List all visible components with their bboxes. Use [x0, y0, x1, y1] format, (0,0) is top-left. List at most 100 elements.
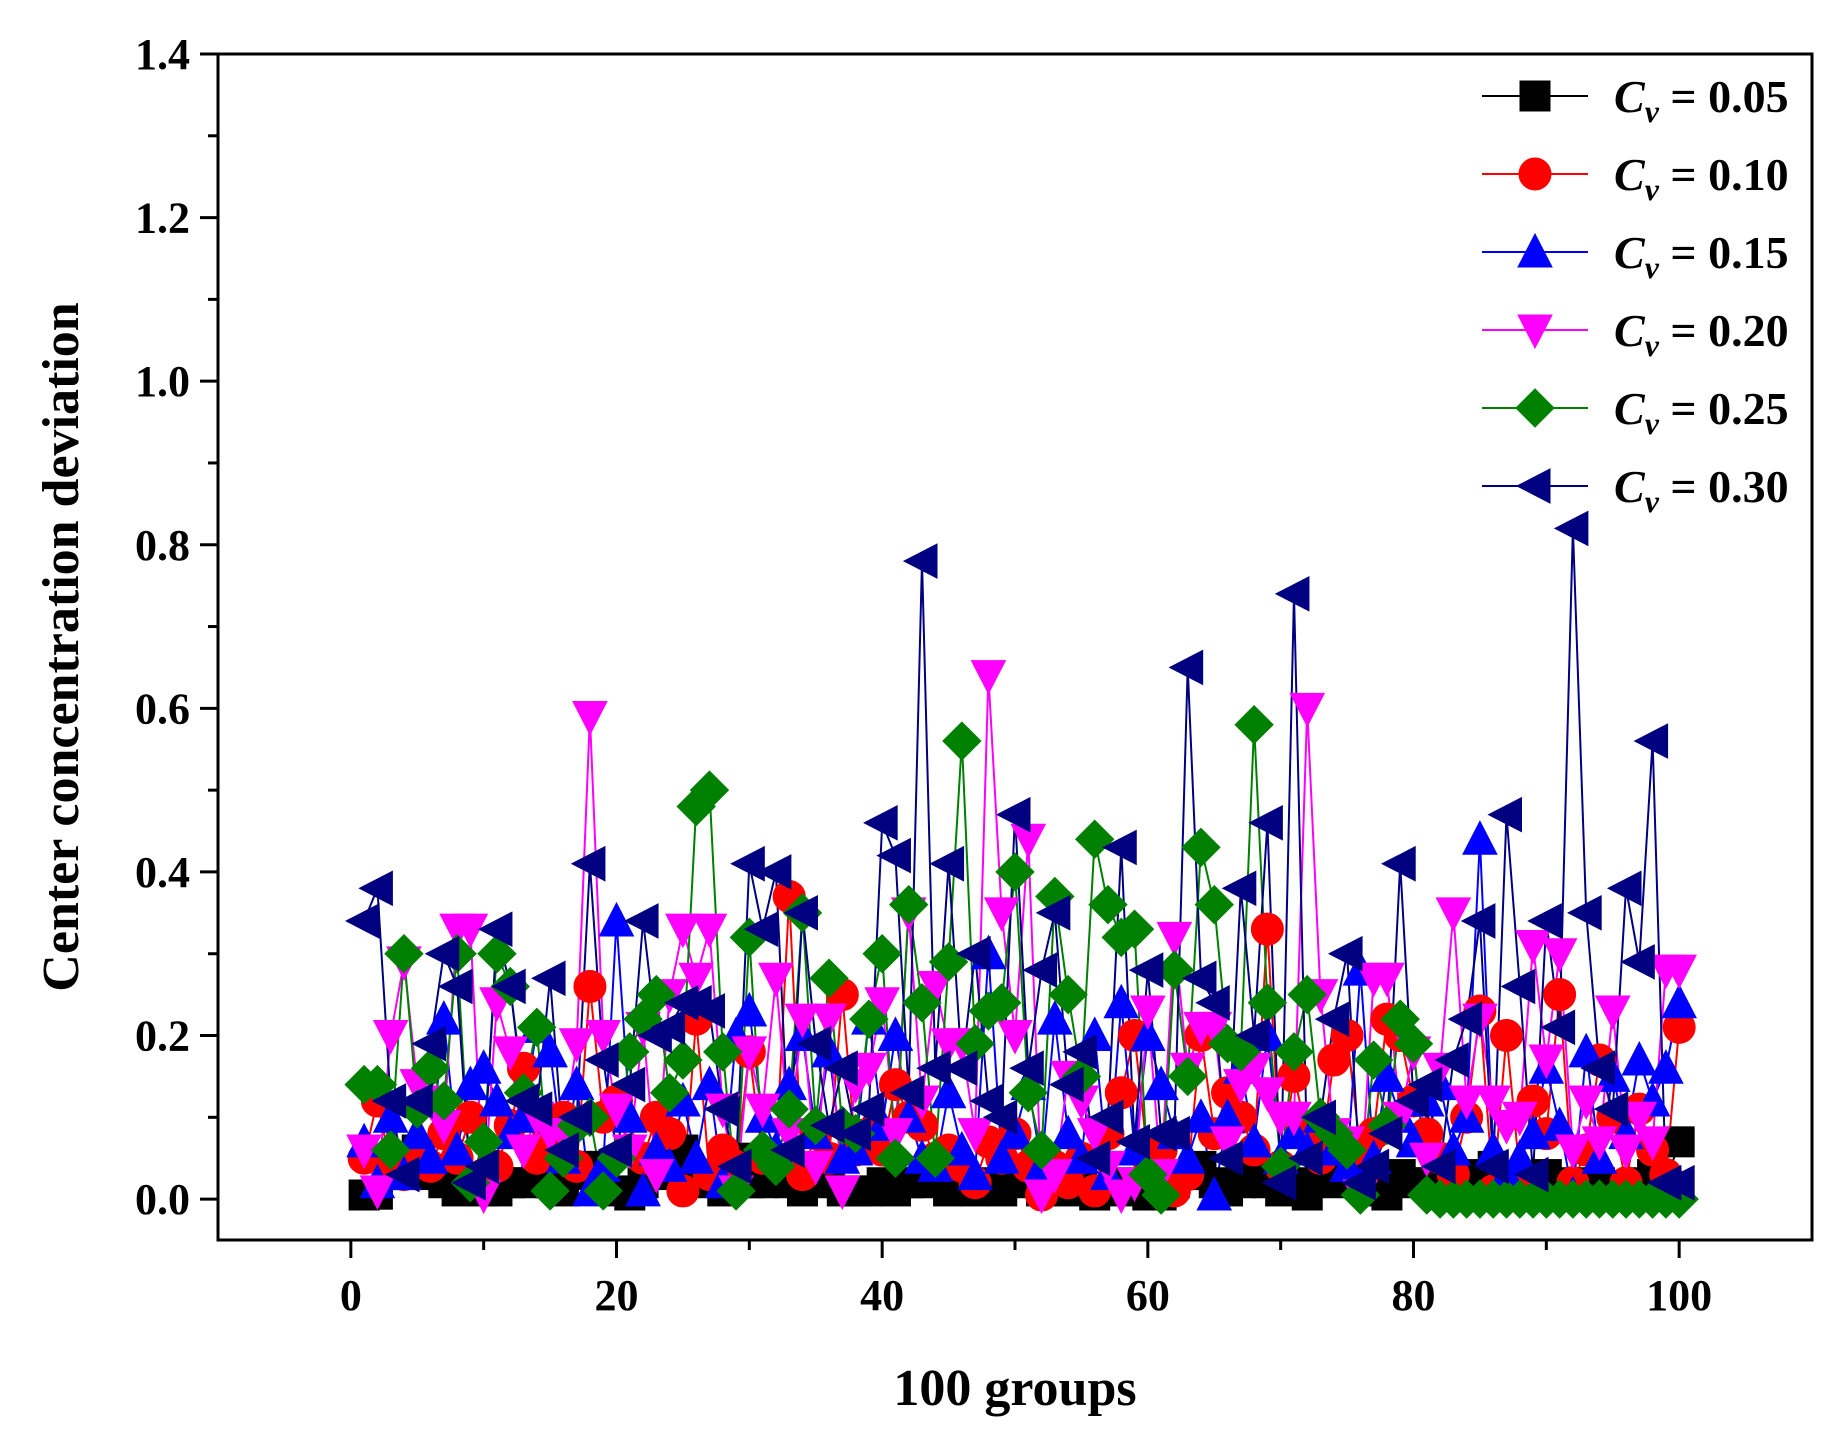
data-point	[731, 991, 768, 1027]
data-point	[691, 913, 728, 949]
data-point	[517, 1007, 557, 1048]
data-point	[863, 805, 898, 841]
data-point	[638, 1159, 675, 1194]
data-point	[1515, 930, 1551, 965]
data-point	[411, 1025, 447, 1062]
data-point	[1156, 921, 1193, 957]
data-point	[690, 993, 725, 1029]
data-point	[1447, 1001, 1483, 1037]
data-point	[851, 1052, 887, 1088]
y-axis: 0.0 0.2 0.4 0.6 0.8 1.0 1.2 1.4	[135, 30, 218, 1224]
data-point	[1500, 968, 1536, 1005]
data-point	[649, 1073, 690, 1113]
data-point	[995, 796, 1031, 833]
data-point	[1435, 897, 1472, 932]
data-point	[557, 1099, 593, 1136]
data-point	[1008, 1073, 1048, 1113]
data-point	[797, 1150, 834, 1186]
y-tick-label: 0.0	[135, 1175, 190, 1224]
data-point	[902, 543, 938, 579]
data-point	[517, 1091, 553, 1127]
data-point	[1049, 1066, 1084, 1103]
data-point	[1088, 1099, 1124, 1136]
data-point	[1448, 1085, 1485, 1121]
data-point	[464, 1148, 500, 1185]
data-point	[1568, 1085, 1605, 1121]
data-point	[1287, 974, 1327, 1015]
data-point	[876, 837, 911, 874]
data-point	[625, 1171, 661, 1207]
data-point	[957, 1155, 993, 1191]
data-point	[836, 1115, 872, 1152]
data-point	[358, 870, 393, 907]
legend-label: Cv = 0.20	[1614, 305, 1789, 363]
legend-item: Cv = 0.10	[1482, 149, 1789, 207]
data-point	[1489, 1019, 1523, 1053]
data-point	[1009, 1050, 1044, 1087]
data-point	[809, 1107, 845, 1144]
data-point	[1660, 1164, 1695, 1201]
data-point	[1663, 1126, 1695, 1158]
legend-item: Cv = 0.05	[1482, 71, 1789, 129]
data-point	[769, 1089, 809, 1129]
data-point	[492, 1036, 529, 1071]
data-point	[1462, 820, 1498, 855]
data-point	[1474, 1148, 1509, 1185]
legend-marker	[1517, 314, 1553, 350]
data-point	[1314, 1001, 1350, 1037]
data-point	[1553, 510, 1589, 547]
data-point	[1407, 1066, 1443, 1103]
data-point	[465, 1049, 502, 1084]
data-point	[1168, 649, 1204, 686]
data-point	[942, 1050, 978, 1087]
data-point	[809, 958, 849, 998]
data-point	[598, 1093, 635, 1129]
data-point	[1062, 1034, 1097, 1070]
data-point	[1088, 884, 1128, 925]
data-point	[1648, 1049, 1684, 1084]
legend-marker	[1515, 468, 1551, 504]
data-point	[1620, 944, 1655, 980]
data-point	[530, 960, 566, 997]
data-point	[1102, 829, 1137, 866]
data-point	[796, 1025, 832, 1062]
data-point	[716, 1148, 752, 1185]
legend: Cv = 0.05 Cv = 0.10 Cv = 0.15 Cv = 0.20 Cv =…	[1482, 71, 1789, 519]
data-point	[1167, 1056, 1208, 1097]
data-point	[1247, 983, 1288, 1023]
x-tick-label: 60	[1126, 1271, 1170, 1320]
data-point	[479, 1081, 515, 1117]
data-point	[1606, 870, 1642, 907]
data-point	[1567, 895, 1602, 931]
data-point	[758, 962, 794, 998]
data-point	[877, 1016, 914, 1052]
data-point	[929, 845, 965, 882]
data-point	[1513, 1156, 1549, 1193]
data-point	[1420, 1148, 1456, 1185]
data-point	[610, 1066, 646, 1103]
x-axis-title: 100 groups	[893, 1360, 1136, 1417]
legend-label: Cv = 0.10	[1614, 149, 1789, 207]
data-point	[1208, 1140, 1244, 1177]
y-tick-label: 1.2	[135, 194, 190, 243]
data-point	[359, 1175, 396, 1211]
x-tick-label: 80	[1392, 1271, 1436, 1320]
y-tick-label: 0.2	[135, 1012, 190, 1061]
x-axis: 0 20 40 60 80 100	[340, 1240, 1712, 1320]
legend-marker	[1517, 232, 1553, 268]
data-point	[1035, 895, 1071, 931]
data-point	[663, 1040, 703, 1080]
y-tick-label: 1.4	[135, 30, 190, 79]
data-point	[730, 845, 765, 882]
data-point	[1194, 884, 1234, 925]
data-point	[1274, 1032, 1314, 1072]
data-point	[982, 983, 1022, 1023]
data-point	[783, 895, 818, 931]
data-point	[1593, 1091, 1629, 1127]
data-point	[957, 1118, 993, 1153]
data-point	[439, 1130, 475, 1166]
data-point	[1369, 962, 1405, 998]
data-point	[398, 1083, 433, 1119]
data-point	[452, 913, 489, 949]
